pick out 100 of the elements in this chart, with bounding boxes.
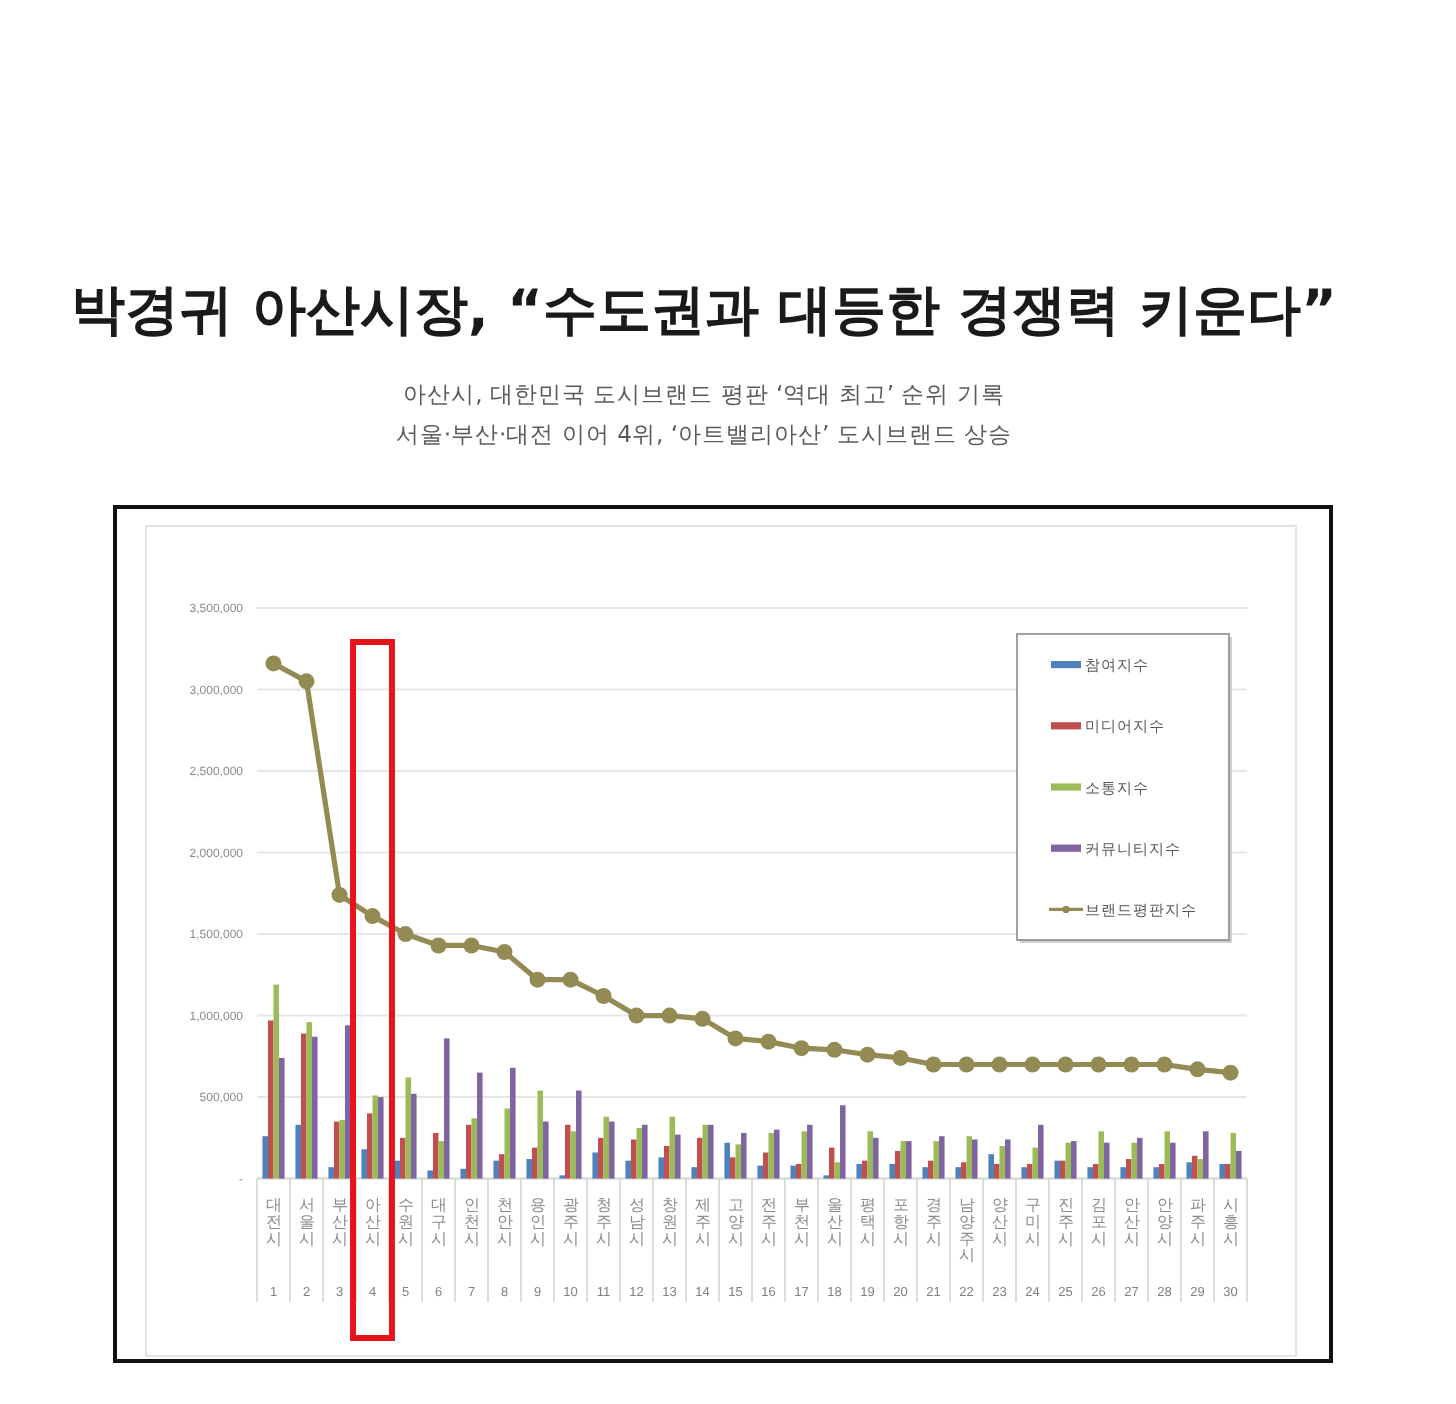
bar [933, 1141, 940, 1179]
bar [867, 1131, 874, 1179]
bar [955, 1167, 961, 1179]
point [694, 1010, 711, 1027]
bar [405, 1077, 412, 1179]
bar [642, 1124, 648, 1179]
point [727, 1030, 744, 1047]
point [958, 1056, 975, 1073]
bar [999, 1145, 1006, 1179]
bar [1230, 1132, 1237, 1179]
bar [333, 1121, 340, 1179]
bar [1170, 1142, 1176, 1179]
bar [708, 1124, 714, 1179]
x-tick-label: 파주시 [1189, 1196, 1206, 1248]
bar [795, 1163, 802, 1179]
bar [1005, 1139, 1011, 1179]
bar [328, 1167, 334, 1179]
bar [460, 1168, 466, 1179]
bar [1153, 1167, 1159, 1179]
bar [1038, 1124, 1044, 1179]
x-tick-label: 부천시 [793, 1196, 810, 1248]
bar [834, 1162, 841, 1179]
bar [510, 1067, 516, 1179]
bar [939, 1136, 945, 1179]
bar [757, 1165, 763, 1179]
x-tick-label: 청주시 [595, 1196, 612, 1248]
bar [1203, 1131, 1209, 1179]
bar [531, 1147, 538, 1179]
bar [1104, 1142, 1110, 1179]
x-tick-label: 제주시 [694, 1196, 711, 1248]
point [463, 937, 480, 954]
bar [1197, 1159, 1204, 1179]
point [661, 1007, 678, 1024]
bar [372, 1095, 379, 1179]
bar [339, 1119, 346, 1179]
bar [900, 1141, 907, 1179]
bar [1186, 1162, 1192, 1179]
x-tick-label: 전주시 [760, 1196, 777, 1248]
x-tick-label: 울산시 [826, 1196, 843, 1248]
bar [1092, 1163, 1099, 1179]
bar [295, 1124, 301, 1179]
bar [966, 1136, 973, 1179]
bar [669, 1116, 676, 1179]
bar [1164, 1131, 1171, 1179]
point [793, 1040, 810, 1057]
x-tick-label: 남양주시 [958, 1196, 975, 1265]
x-tick-label: 광주시 [562, 1196, 579, 1248]
bar [1098, 1131, 1105, 1179]
bar [504, 1108, 511, 1179]
bar [1071, 1141, 1077, 1179]
bar [927, 1160, 934, 1179]
bar [498, 1154, 505, 1179]
bar [861, 1160, 868, 1179]
x-tick-label: 용인시 [529, 1196, 546, 1248]
bar [630, 1139, 637, 1179]
bar [696, 1137, 703, 1179]
bar [1087, 1167, 1093, 1179]
point [1123, 1056, 1140, 1073]
bar [1059, 1160, 1066, 1179]
point [859, 1046, 876, 1063]
bar [279, 1057, 285, 1179]
bar [735, 1144, 742, 1179]
bar [658, 1157, 664, 1179]
x-tick-label: 포항시 [892, 1196, 909, 1248]
x-tick-label: 김포시 [1090, 1196, 1107, 1248]
x-tick-label: 양산시 [991, 1196, 1008, 1248]
point [430, 937, 447, 954]
bar [1026, 1163, 1033, 1179]
bar [625, 1160, 631, 1179]
bar [306, 1022, 313, 1179]
bar [1021, 1167, 1027, 1179]
bar [399, 1137, 406, 1179]
bar [988, 1154, 994, 1179]
bar [438, 1141, 445, 1179]
x-tick-label: 경주시 [925, 1196, 942, 1248]
bar [444, 1038, 450, 1179]
bar [741, 1132, 747, 1179]
bar [597, 1137, 604, 1179]
bar [768, 1132, 775, 1179]
bar [762, 1152, 769, 1179]
bar [1120, 1167, 1126, 1179]
x-tick-label: 부산시 [331, 1196, 348, 1248]
x-tick-label: 대구시 [430, 1196, 447, 1248]
point [628, 1007, 645, 1024]
bar [691, 1167, 697, 1179]
bar [1054, 1160, 1060, 1179]
bar [993, 1163, 1000, 1179]
bar [873, 1137, 879, 1179]
bar [1219, 1163, 1225, 1179]
point [1156, 1056, 1173, 1073]
chart-subtitle: 아산시, 대한민국 도시브랜드 평판 ‘역대 최고’ 순위 기록 서울·부산·대전 이어 4위, ‘아트밸리아산’ 도시브랜드 상승 [395, 380, 1013, 448]
bar [724, 1142, 730, 1179]
point [529, 971, 546, 988]
point [1222, 1064, 1239, 1081]
bar [1158, 1163, 1165, 1179]
x-tick-label: 안양시 [1156, 1196, 1173, 1248]
bar [636, 1128, 643, 1179]
bar [471, 1118, 478, 1179]
bar [856, 1163, 862, 1179]
bar [411, 1093, 417, 1179]
